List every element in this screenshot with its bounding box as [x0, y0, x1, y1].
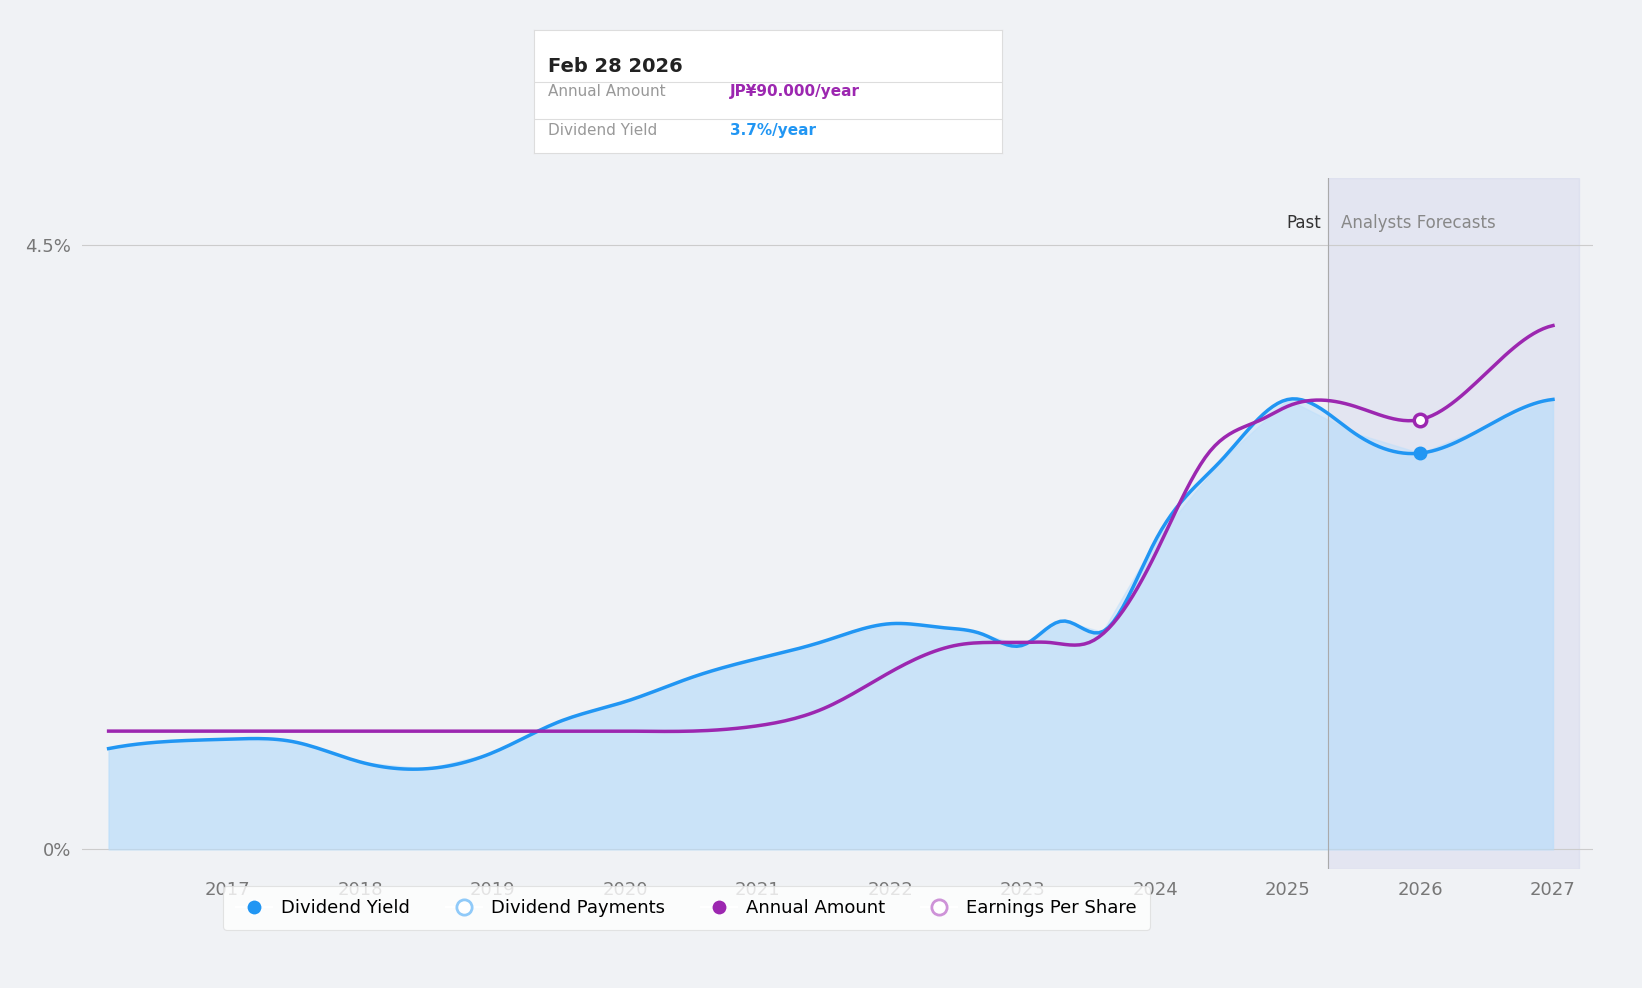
- Text: Annual Amount: Annual Amount: [548, 84, 665, 99]
- Bar: [1328, 178, 1580, 869]
- Text: 3.7%/year: 3.7%/year: [731, 124, 816, 138]
- Text: Analysts Forecasts: Analysts Forecasts: [1342, 213, 1496, 231]
- Text: Dividend Yield: Dividend Yield: [548, 124, 657, 138]
- Text: Feb 28 2026: Feb 28 2026: [548, 57, 683, 76]
- Legend: Dividend Yield, Dividend Payments, Annual Amount, Earnings Per Share: Dividend Yield, Dividend Payments, Annua…: [223, 886, 1149, 930]
- Text: Past: Past: [1286, 213, 1322, 231]
- Text: JP¥90.000/year: JP¥90.000/year: [731, 84, 860, 99]
